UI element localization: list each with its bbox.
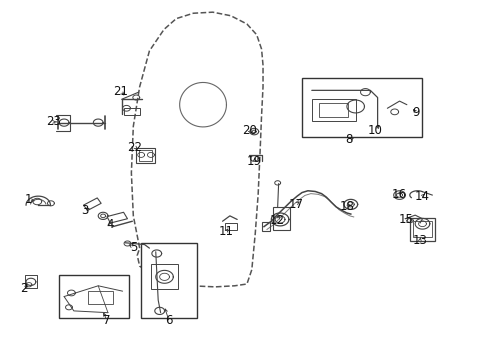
Bar bbox=[88, 291, 113, 304]
Text: 8: 8 bbox=[345, 133, 352, 146]
Bar bbox=[412, 221, 431, 237]
Text: 6: 6 bbox=[165, 314, 172, 327]
Bar bbox=[409, 218, 434, 241]
Text: 17: 17 bbox=[287, 198, 303, 211]
Bar bbox=[224, 223, 237, 230]
Bar bbox=[261, 222, 270, 231]
Bar bbox=[272, 207, 289, 230]
Text: 4: 4 bbox=[106, 218, 114, 231]
Bar bbox=[319, 103, 347, 117]
Bar bbox=[136, 148, 155, 163]
Text: 9: 9 bbox=[411, 106, 419, 119]
Text: 3: 3 bbox=[81, 204, 88, 217]
Text: 12: 12 bbox=[269, 214, 285, 227]
Text: 10: 10 bbox=[367, 124, 382, 137]
Text: 14: 14 bbox=[414, 190, 429, 203]
Text: 20: 20 bbox=[242, 124, 256, 137]
Text: 11: 11 bbox=[218, 225, 233, 238]
Bar bbox=[302, 78, 421, 137]
Text: 7: 7 bbox=[103, 314, 110, 327]
Text: 5: 5 bbox=[129, 240, 137, 253]
Text: 22: 22 bbox=[127, 140, 142, 153]
Text: 18: 18 bbox=[339, 201, 354, 213]
Bar bbox=[141, 243, 197, 318]
Bar bbox=[151, 264, 177, 289]
Text: 13: 13 bbox=[412, 234, 427, 247]
Bar bbox=[59, 275, 129, 318]
Text: 1: 1 bbox=[25, 193, 32, 206]
Text: 23: 23 bbox=[46, 116, 61, 129]
Bar bbox=[124, 108, 140, 115]
Text: 21: 21 bbox=[112, 85, 127, 98]
Text: 15: 15 bbox=[398, 213, 413, 226]
Bar bbox=[139, 150, 152, 161]
Text: 16: 16 bbox=[391, 188, 406, 201]
Bar bbox=[311, 99, 355, 121]
Text: 19: 19 bbox=[246, 155, 261, 168]
Text: 2: 2 bbox=[20, 282, 28, 295]
